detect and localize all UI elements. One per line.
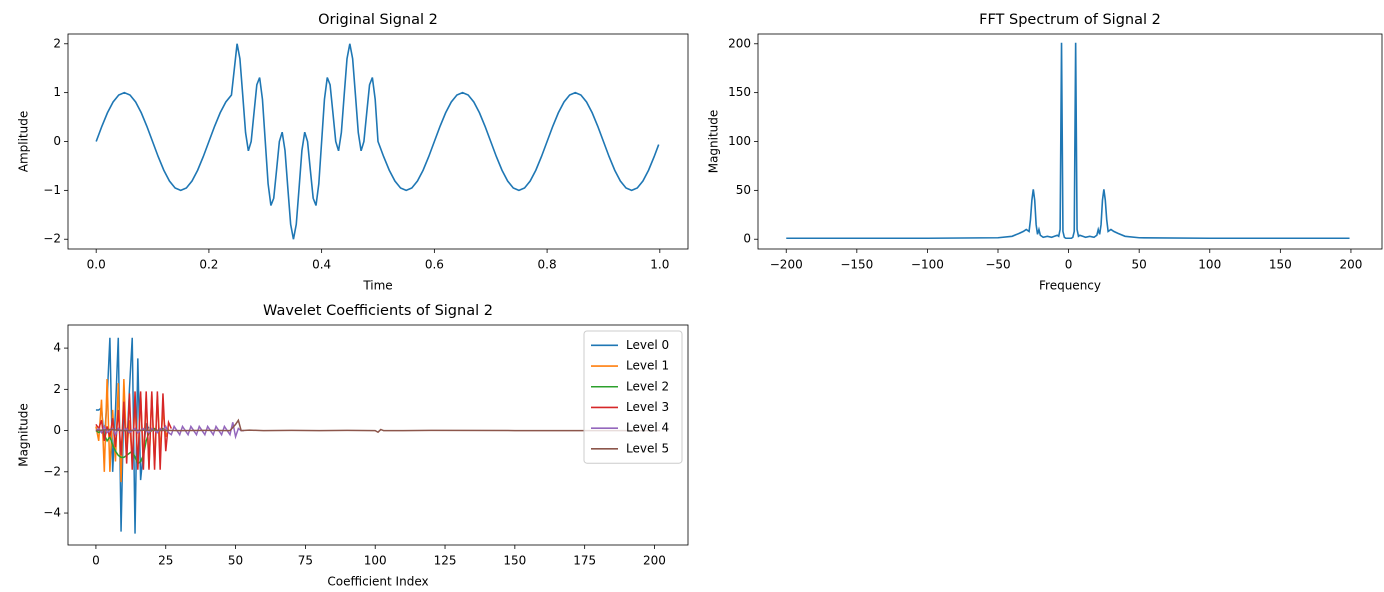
x-tick-label: 0.2	[199, 258, 218, 272]
x-tick-label: 100	[364, 554, 387, 568]
x-tick-label: 200	[1339, 258, 1362, 272]
x-tick-label: 25	[158, 554, 173, 568]
subplot: Wavelet Coefficients of Signal 2 Coeffici…	[17, 303, 689, 589]
x-tick-label: −50	[985, 258, 1010, 272]
subplot-title: Wavelet Coefficients of Signal 2	[263, 303, 493, 319]
y-tick-label: 2	[53, 382, 61, 396]
x-tick-label: 0	[1065, 258, 1073, 272]
x-tick-label: −100	[911, 258, 944, 272]
y-tick-label: 2	[53, 36, 61, 50]
x-tick-label: 0.8	[538, 258, 557, 272]
x-tick-label: 100	[1198, 258, 1221, 272]
axes-frame	[757, 33, 1383, 250]
x-tick-label: 0.6	[425, 258, 444, 272]
y-tick-label: −4	[43, 506, 61, 520]
y-tick-label: 200	[728, 36, 751, 50]
y-tick-label: 50	[736, 183, 751, 197]
x-tick-label: 50	[1132, 258, 1147, 272]
y-tick-label: 1	[53, 85, 61, 99]
y-tick-label: 0	[743, 232, 751, 246]
y-tick-label: 150	[728, 85, 751, 99]
x-tick-label: 175	[573, 554, 596, 568]
x-tick-label: 50	[228, 554, 243, 568]
subplot-title: Original Signal 2	[318, 12, 438, 28]
x-tick-label: 1.0	[650, 258, 669, 272]
x-tick-label: 150	[503, 554, 526, 568]
legend-label: Level 4	[626, 421, 669, 435]
y-tick-label: −2	[43, 464, 61, 478]
x-axis-label: Coefficient Index	[327, 575, 428, 589]
legend-label: Level 2	[626, 379, 669, 393]
signal-line	[95, 43, 660, 240]
y-tick-label: −2	[43, 232, 61, 246]
signal-line	[786, 42, 1350, 240]
legend-box	[583, 330, 683, 464]
y-axis-label: Magnitude	[707, 110, 721, 174]
x-axis-label: Frequency	[1039, 279, 1101, 293]
y-axis-label: Amplitude	[17, 111, 31, 173]
x-tick-label: 200	[643, 554, 666, 568]
y-tick-label: 100	[728, 134, 751, 148]
x-tick-label: 75	[298, 554, 313, 568]
x-tick-label: 0.4	[312, 258, 331, 272]
y-tick-label: 0	[53, 423, 61, 437]
x-tick-label: 150	[1269, 258, 1292, 272]
subplot: FFT Spectrum of Signal 2 Frequency Magnitu…	[707, 12, 1383, 293]
legend-label: Level 1	[626, 359, 669, 373]
series-line	[95, 418, 661, 434]
x-tick-label: −200	[770, 258, 803, 272]
legend-label: Level 3	[626, 400, 669, 414]
x-tick-label: 0.0	[87, 258, 106, 272]
subplot-title: FFT Spectrum of Signal 2	[979, 12, 1161, 28]
legend-label: Level 0	[626, 338, 669, 352]
y-tick-label: 0	[53, 134, 61, 148]
x-tick-label: 125	[434, 554, 457, 568]
axes-frame	[67, 33, 689, 250]
subplot: Original Signal 2 Time Amplitude 0.0 0.2 0.4 0…	[17, 12, 689, 293]
x-tick-label: −150	[840, 258, 873, 272]
axes-frame	[67, 324, 689, 546]
x-axis-label: Time	[362, 279, 392, 293]
legend-label: Level 5	[626, 441, 669, 455]
y-tick-label: 4	[53, 341, 61, 355]
x-tick-label: 0	[92, 554, 100, 568]
y-axis-label: Magnitude	[17, 403, 31, 467]
y-tick-label: −1	[43, 183, 61, 197]
legend: Level 0 Level 1 Level 2 Level 3 Level 4 Level…	[583, 330, 683, 464]
